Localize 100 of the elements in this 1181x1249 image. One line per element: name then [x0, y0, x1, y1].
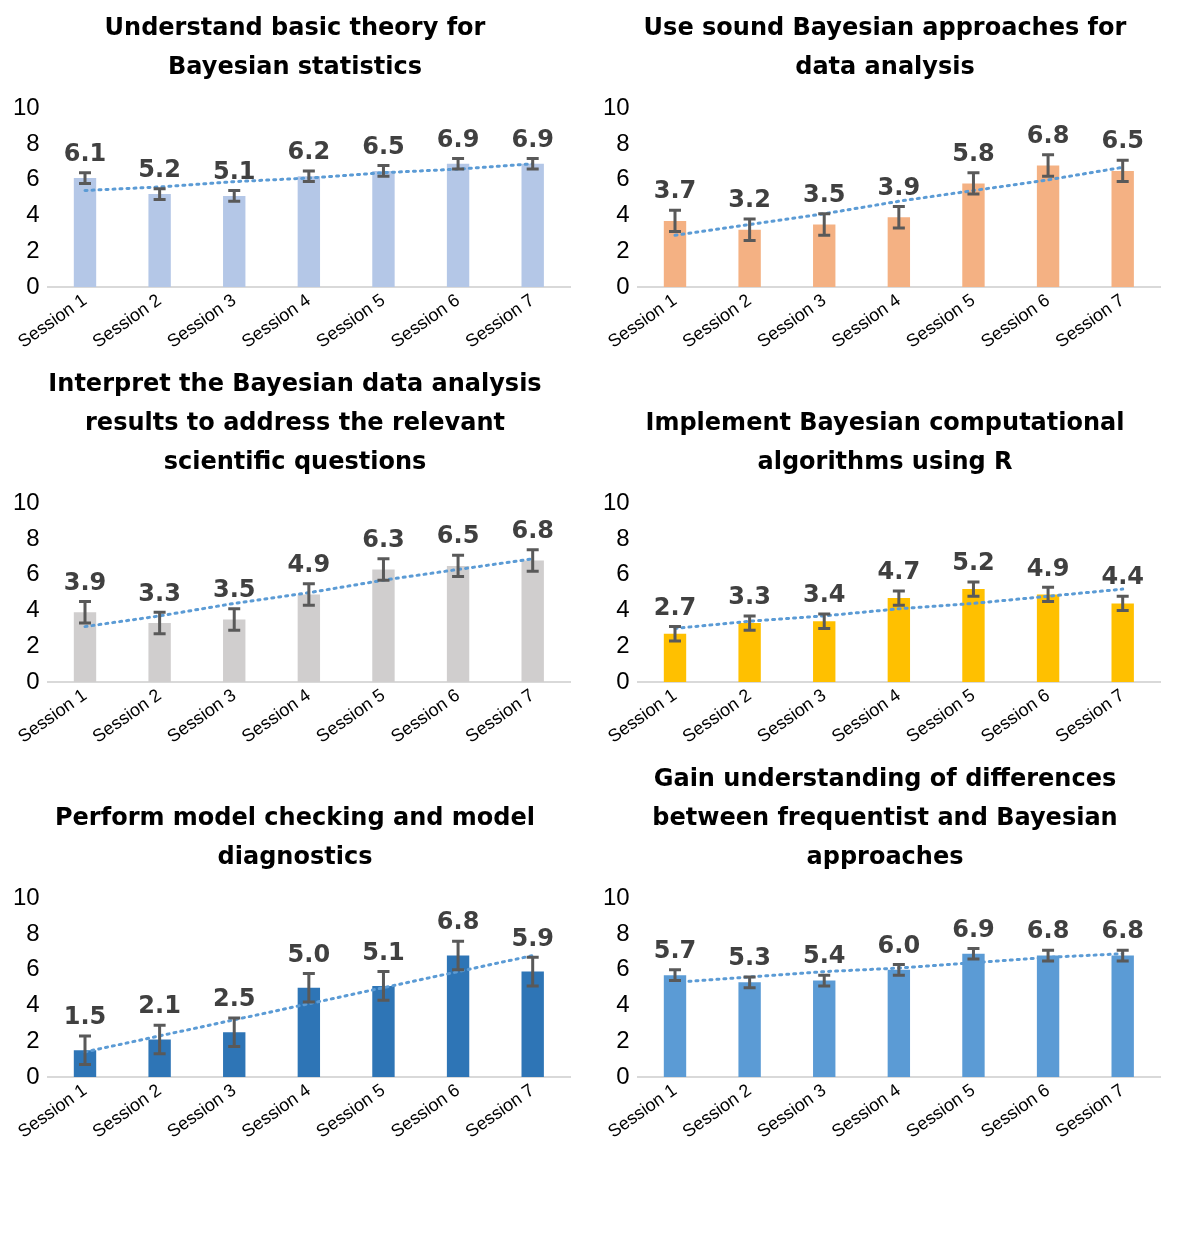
y-tick-label: 0: [616, 1061, 630, 1089]
bar: [521, 163, 544, 287]
bar: [813, 224, 836, 287]
data-label: 6.8: [1101, 916, 1144, 945]
bar: [887, 598, 911, 682]
data-label: 6.9: [511, 124, 554, 153]
chart-title: Understand basic theory for Bayesian statistics: [103, 12, 487, 82]
data-label: 5.9: [511, 923, 554, 952]
data-label: 3.9: [877, 172, 921, 201]
bar: [962, 589, 985, 682]
data-label: 3.4: [802, 580, 846, 609]
data-label: 3.9: [63, 567, 107, 596]
data-label: 6.5: [362, 131, 405, 160]
data-label: 5.8: [952, 138, 995, 167]
data-label: 3.2: [728, 185, 771, 214]
data-label: 5.4: [802, 941, 846, 970]
data-label: 5.3: [728, 943, 771, 972]
y-tick-label: 10: [12, 93, 40, 121]
y-tick-label: 8: [616, 523, 630, 551]
data-label: 5.2: [138, 154, 181, 183]
y-tick-label: 2: [616, 235, 630, 263]
data-label: 3.3: [728, 582, 771, 611]
data-label: 5.1: [362, 937, 405, 966]
bar: [962, 183, 985, 287]
data-label: 6.9: [952, 914, 995, 943]
data-label: 6.0: [877, 930, 921, 959]
bar: [1111, 170, 1134, 287]
bar: [738, 982, 761, 1077]
y-tick-label: 4: [26, 595, 40, 623]
y-tick-label: 2: [616, 630, 630, 658]
y-tick-label: 4: [26, 990, 40, 1018]
y-tick-label: 4: [616, 200, 630, 228]
bar: [297, 987, 321, 1077]
data-label: 3.3: [138, 578, 181, 607]
bar: [372, 985, 395, 1077]
chart-title: Perform model checking and model diagnostics: [54, 802, 536, 872]
data-label: 3.5: [802, 179, 846, 208]
data-label: 4.7: [877, 557, 921, 586]
data-label: 6.1: [63, 138, 107, 167]
data-label: 4.9: [1026, 553, 1070, 582]
data-label: 1.5: [63, 1002, 107, 1031]
chart-title: Use sound Bayesian approaches for data analysis: [642, 12, 1128, 82]
data-label: 6.8: [1026, 916, 1070, 945]
y-tick-label: 0: [616, 271, 630, 299]
y-tick-label: 0: [26, 271, 40, 299]
y-tick-label: 8: [26, 918, 40, 946]
bar: [813, 621, 836, 682]
bar: [297, 176, 321, 287]
y-tick-label: 10: [12, 488, 40, 516]
data-label: 6.2: [287, 137, 331, 166]
data-label: 2.5: [212, 984, 256, 1013]
data-label: 3.5: [212, 574, 256, 603]
data-label: 4.9: [287, 549, 331, 578]
bar: [73, 178, 97, 287]
data-label: 5.7: [653, 936, 697, 965]
data-label: 2.7: [653, 592, 697, 621]
bar: [813, 980, 836, 1077]
y-tick-label: 0: [26, 666, 40, 694]
bar: [1036, 594, 1060, 682]
bar: [148, 1039, 171, 1077]
data-label: 6.5: [1101, 126, 1144, 155]
data-label: 4.4: [1101, 562, 1144, 591]
bar: [521, 971, 544, 1077]
bar: [663, 633, 687, 682]
y-tick-label: 4: [616, 990, 630, 1018]
y-tick-label: 6: [616, 164, 630, 192]
data-label: 6.9: [436, 124, 480, 153]
bar: [1111, 603, 1134, 682]
data-label: 5.2: [952, 548, 995, 577]
bar: [1036, 165, 1060, 287]
chart-title: Interpret the Bayesian data analysis results to address the relevant scientific questions: [47, 368, 543, 477]
data-label: 2.1: [138, 991, 181, 1020]
bar: [446, 163, 470, 287]
y-tick-label: 6: [616, 559, 630, 587]
chart-title: Gain understanding of differences between frequentist and Bayesian approaches: [651, 763, 1119, 872]
y-tick-label: 8: [26, 523, 40, 551]
y-tick-label: 6: [26, 164, 40, 192]
bar: [663, 220, 687, 287]
data-label: 6.8: [1026, 121, 1070, 150]
bar: [223, 195, 246, 287]
y-tick-label: 10: [12, 883, 40, 911]
y-tick-label: 2: [26, 630, 40, 658]
y-tick-label: 10: [602, 883, 630, 911]
bar: [372, 170, 395, 287]
bar: [446, 955, 470, 1077]
y-tick-label: 2: [26, 1025, 40, 1053]
y-tick-label: 8: [26, 128, 40, 156]
data-label: 5.1: [212, 156, 256, 185]
y-tick-label: 0: [616, 666, 630, 694]
data-label: 3.7: [653, 176, 697, 205]
y-tick-label: 0: [26, 1061, 40, 1089]
bar: [887, 217, 911, 287]
y-tick-label: 4: [616, 595, 630, 623]
bar: [148, 194, 171, 287]
bar: [738, 623, 761, 682]
bar: [223, 1032, 246, 1077]
y-tick-label: 6: [26, 954, 40, 982]
y-tick-label: 2: [616, 1025, 630, 1053]
data-label: 6.5: [436, 521, 480, 550]
y-tick-label: 10: [602, 488, 630, 516]
